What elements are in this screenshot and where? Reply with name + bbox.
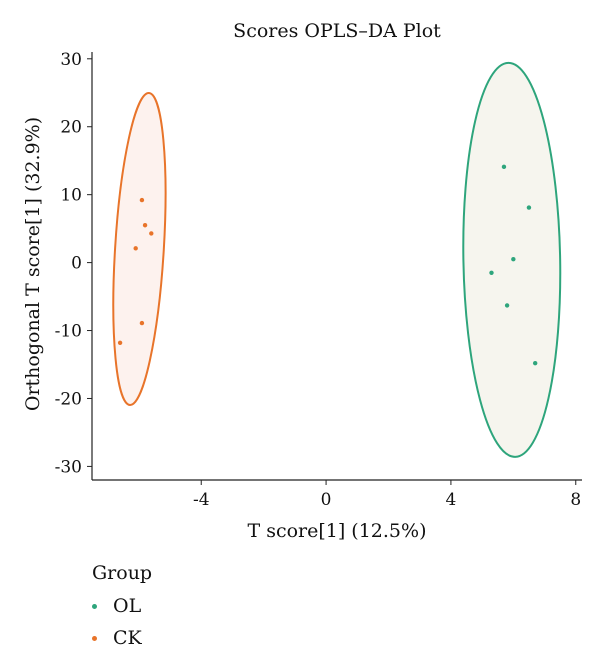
point-ol-1 bbox=[501, 164, 507, 170]
chart-title: Scores OPLS–DA Plot bbox=[233, 20, 441, 42]
point-ck-4 bbox=[133, 246, 138, 251]
y-tick-label: -10 bbox=[55, 322, 82, 342]
point-ol-5 bbox=[504, 303, 510, 308]
point-ck-2 bbox=[142, 223, 148, 228]
x-axis-label: T score[1] (12.5%) bbox=[247, 520, 426, 542]
point-ol-6 bbox=[532, 360, 538, 366]
y-axis-ticks: 30 20 10 0 -10 -20 -30 bbox=[55, 50, 92, 477]
y-tick-label: 20 bbox=[60, 118, 82, 138]
x-tick-label: 8 bbox=[570, 490, 581, 510]
point-ck-5 bbox=[139, 320, 145, 326]
legend-marker-ck bbox=[92, 635, 97, 641]
legend-item-ol: OL bbox=[92, 590, 152, 622]
plot-area bbox=[91, 52, 582, 481]
legend: Group OL CK bbox=[92, 562, 152, 654]
confidence-ellipse-ck bbox=[112, 92, 167, 406]
point-ck-3 bbox=[149, 231, 154, 236]
point-ol-4 bbox=[489, 270, 494, 275]
legend-label-ck: CK bbox=[113, 627, 142, 649]
point-ck-1 bbox=[139, 197, 145, 203]
legend-item-ck: CK bbox=[92, 622, 152, 654]
legend-label-ol: OL bbox=[113, 595, 142, 617]
point-ol-3 bbox=[511, 257, 516, 262]
x-tick-label: 4 bbox=[446, 490, 457, 510]
y-tick-label: 30 bbox=[60, 50, 82, 70]
y-axis-label: Orthogonal T score[1] (32.9%) bbox=[22, 117, 44, 411]
y-tick-label: -20 bbox=[55, 389, 82, 409]
legend-marker-ol bbox=[92, 603, 97, 609]
point-ck-6 bbox=[117, 340, 123, 345]
x-tick-label: -4 bbox=[193, 490, 210, 510]
legend-title: Group bbox=[92, 562, 153, 584]
x-axis-ticks: -4 0 4 8 bbox=[193, 480, 581, 510]
x-tick-label: 0 bbox=[321, 490, 332, 510]
y-tick-label: -30 bbox=[55, 457, 82, 477]
y-tick-label: 10 bbox=[60, 186, 82, 206]
point-ol-2 bbox=[526, 205, 532, 210]
y-tick-label: 0 bbox=[71, 254, 82, 274]
